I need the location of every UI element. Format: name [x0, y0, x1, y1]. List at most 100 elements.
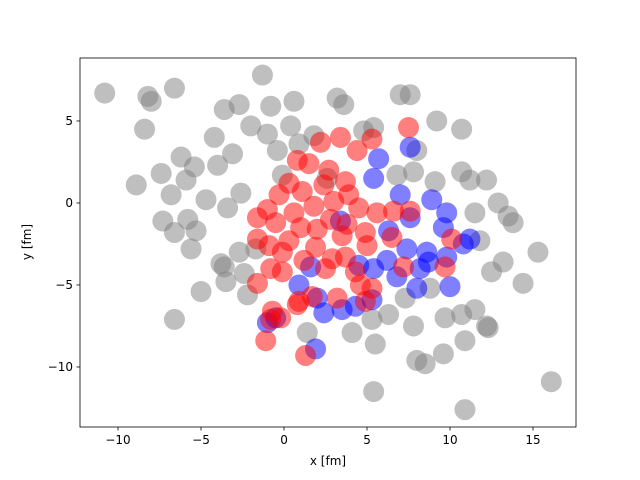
point — [487, 192, 509, 214]
point — [246, 228, 268, 250]
x-tick-label: 0 — [280, 433, 288, 447]
plot-area — [94, 64, 562, 421]
point — [150, 162, 172, 184]
point — [434, 307, 456, 329]
point — [295, 344, 317, 366]
point — [402, 315, 424, 337]
point — [451, 303, 473, 325]
point — [402, 161, 424, 183]
y-tick-label: −5 — [55, 278, 73, 292]
point — [527, 241, 549, 263]
y-tick-label: 5 — [65, 114, 73, 128]
point — [356, 235, 378, 257]
x-tick-label: −10 — [105, 433, 130, 447]
point — [180, 238, 202, 260]
point — [364, 333, 386, 355]
x-tick-label: 5 — [363, 433, 371, 447]
x-tick-label: −5 — [192, 433, 210, 447]
point — [329, 126, 351, 148]
point — [426, 110, 448, 132]
point — [217, 197, 239, 219]
axes-frame — [79, 57, 577, 428]
point — [398, 117, 420, 139]
point — [246, 272, 268, 294]
point — [94, 82, 116, 104]
point — [477, 317, 499, 339]
point — [140, 90, 162, 112]
point — [195, 189, 217, 211]
point — [265, 212, 287, 234]
point — [381, 226, 403, 248]
point — [464, 202, 486, 224]
point — [406, 349, 428, 371]
point — [280, 115, 302, 137]
point — [336, 213, 358, 235]
point — [185, 220, 207, 242]
x-tick-label: 15 — [525, 433, 540, 447]
point — [393, 256, 415, 278]
point — [441, 228, 463, 250]
point — [333, 94, 355, 116]
point — [271, 261, 293, 283]
point — [246, 207, 268, 229]
point — [310, 131, 332, 153]
point — [434, 256, 456, 278]
point — [134, 118, 156, 140]
point — [432, 343, 454, 365]
point — [346, 139, 368, 161]
point — [298, 153, 320, 175]
point — [459, 228, 481, 250]
point — [215, 271, 237, 293]
point — [303, 195, 325, 217]
point — [366, 202, 388, 224]
point — [389, 184, 411, 206]
point — [361, 308, 383, 330]
point — [454, 399, 476, 421]
point — [271, 241, 293, 263]
point — [160, 184, 182, 206]
point — [363, 381, 385, 403]
point — [256, 123, 278, 145]
point — [288, 290, 310, 312]
point — [207, 154, 229, 176]
point — [321, 248, 343, 270]
point — [283, 90, 305, 112]
point — [354, 290, 376, 312]
point — [396, 238, 418, 260]
point — [416, 241, 438, 263]
point — [251, 64, 273, 86]
point — [296, 322, 318, 344]
point — [344, 261, 366, 283]
point — [399, 84, 421, 106]
point — [305, 236, 327, 258]
point — [291, 180, 313, 202]
point — [240, 115, 262, 137]
point — [341, 322, 363, 344]
point — [383, 200, 405, 222]
y-tick-label: −10 — [48, 360, 73, 374]
point — [363, 167, 385, 189]
point — [406, 277, 428, 299]
y-axis-label: y [fm] — [20, 224, 34, 260]
point — [378, 303, 400, 325]
point — [222, 143, 244, 165]
point — [313, 174, 335, 196]
point — [319, 208, 341, 230]
point — [399, 136, 421, 158]
point — [368, 148, 390, 170]
point — [512, 272, 534, 294]
point — [338, 184, 360, 206]
x-tick-label: 10 — [442, 433, 457, 447]
point — [268, 184, 290, 206]
point — [203, 126, 225, 148]
y-tick-label: 0 — [65, 196, 73, 210]
point — [451, 118, 473, 140]
point — [175, 169, 197, 191]
point — [255, 330, 277, 352]
point — [326, 287, 348, 309]
point — [163, 221, 185, 243]
point — [163, 308, 185, 330]
point — [476, 169, 498, 191]
point — [540, 371, 562, 393]
